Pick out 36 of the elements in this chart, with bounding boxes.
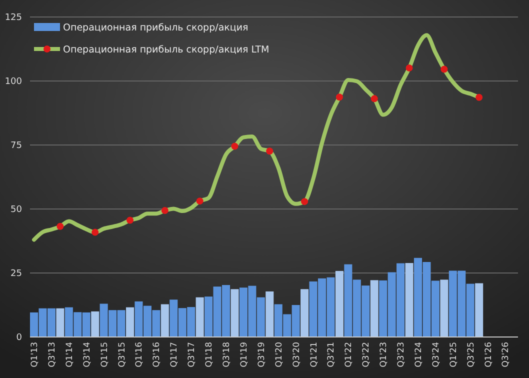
y-tick-label: 0 <box>16 333 22 344</box>
x-tick-label: Q1'23 <box>379 342 390 368</box>
x-tick-label: Q3'26 <box>501 342 512 368</box>
y-tick-label: 50 <box>10 205 22 216</box>
x-tick-label: Q1'24 <box>414 342 424 368</box>
x-tick-label: Q3'25 <box>466 342 476 368</box>
x-tick-label: Q1'22 <box>344 342 354 368</box>
x-tick-label: Q3'22 <box>362 342 372 368</box>
x-tick-label: Q1'20 <box>274 342 284 368</box>
legend-label: Операционная прибыль скорр/акция LTM <box>63 44 270 56</box>
x-tick-label: Q3'16 <box>152 342 162 368</box>
x-tick-label: Q3'17 <box>187 342 198 368</box>
x-tick-label: Q1'19 <box>239 342 250 368</box>
x-tick-label: Q3'19 <box>256 342 267 368</box>
x-tick-label: Q3'18 <box>222 342 232 368</box>
x-tick-label: Q1'18 <box>204 342 215 368</box>
x-tick-label: Q1'16 <box>134 342 145 368</box>
x-tick-label: Q1'15 <box>100 342 110 368</box>
x-tick-label: Q3'23 <box>396 342 407 368</box>
x-tick-label: Q3'24 <box>431 342 442 368</box>
y-tick-label: 125 <box>4 13 22 24</box>
x-tick-label: Q3'15 <box>117 342 128 368</box>
x-tick-label: Q1'13 <box>30 342 40 368</box>
y-tick-label: 100 <box>4 77 22 88</box>
x-tick-label: Q3'20 <box>292 342 302 368</box>
y-tick-label: 75 <box>10 141 22 152</box>
x-tick-label: Q3'14 <box>82 342 92 368</box>
x-tick-label: Q3'13 <box>47 342 58 368</box>
x-tick-label: Q1'14 <box>64 342 75 368</box>
x-tick-label: Q1'21 <box>309 342 320 368</box>
x-tick-label: Q1'26 <box>484 342 494 368</box>
legend-label: Операционная прибыль скорр/акция <box>63 22 248 34</box>
x-tick-label: Q3'21 <box>326 342 337 368</box>
x-tick-label: Q1'25 <box>448 342 459 368</box>
y-tick-label: 25 <box>10 269 22 280</box>
x-tick-label: Q1'17 <box>170 342 180 368</box>
